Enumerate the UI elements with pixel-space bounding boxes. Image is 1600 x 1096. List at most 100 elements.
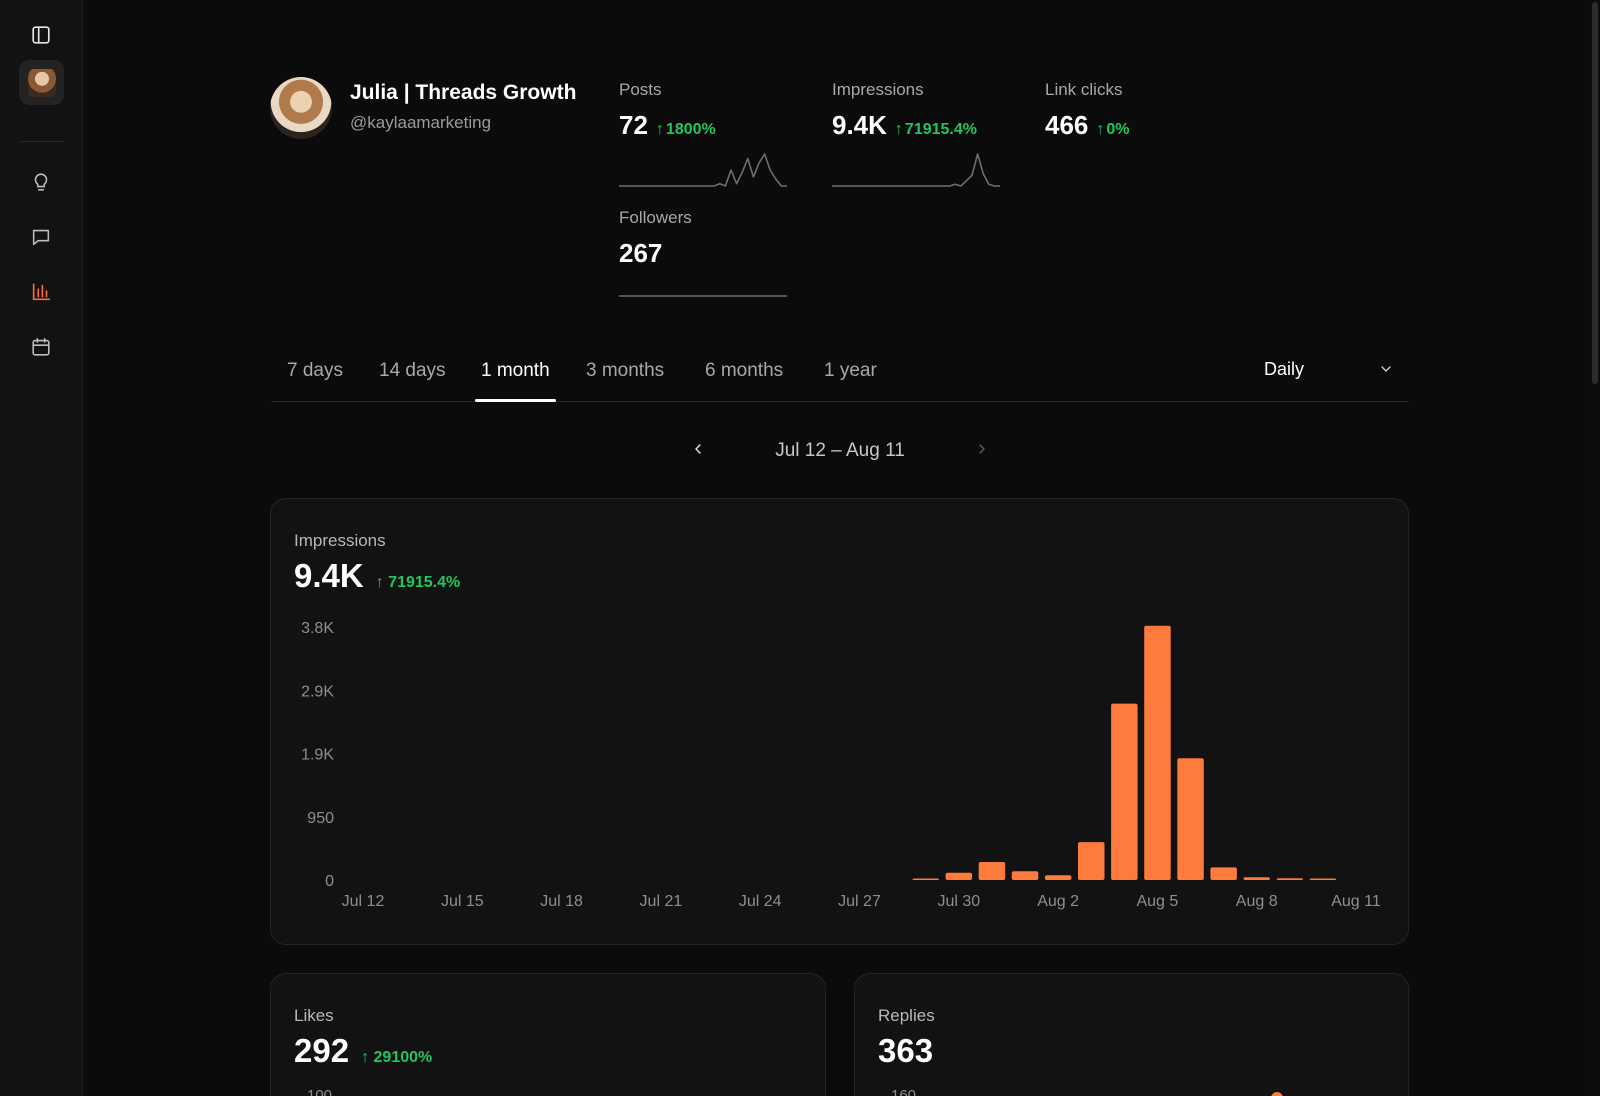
page-scrollbar[interactable] xyxy=(1590,0,1600,1096)
stat-change: ↑ 71915.4% xyxy=(894,121,977,138)
tab-14-days[interactable]: 14 days xyxy=(379,360,446,381)
tab-3-months[interactable]: 3 months xyxy=(586,360,665,381)
profile-handle: @kaylaamarketing xyxy=(350,113,492,132)
lightbulb-icon xyxy=(34,173,48,191)
impressions-card: Impressions 9.4K ↑ 71915.4% 0 950 1.9K 2.9K… xyxy=(270,498,1409,945)
previous-range-button[interactable] xyxy=(690,441,706,462)
arrow-up-icon: ↑ xyxy=(655,121,664,138)
sidebar xyxy=(0,0,83,1096)
bar-aug-10[interactable] xyxy=(1309,878,1337,881)
x-tick-label: Aug 5 xyxy=(1136,893,1178,910)
x-tick-label: Jul 18 xyxy=(540,893,583,910)
stat-value: 466 xyxy=(1045,110,1089,140)
sidebar-item-calendar[interactable] xyxy=(21,327,61,367)
bar-aug-7[interactable] xyxy=(1210,867,1237,880)
x-tick-label: Aug 11 xyxy=(1331,893,1381,910)
tab-1-year[interactable]: 1 year xyxy=(824,360,877,381)
likes-card: Likes 292 ↑ 29100% 100 xyxy=(270,973,826,1096)
bar-aug-8[interactable] xyxy=(1243,877,1271,880)
card-title: Likes xyxy=(294,1006,334,1025)
x-tick-label: Aug 2 xyxy=(1037,893,1079,910)
arrow-up-icon: ↑ xyxy=(894,121,903,138)
stat-impressions: Impressions 9.4K ↑ 71915.4% xyxy=(832,80,1002,189)
x-tick-label: Aug 8 xyxy=(1236,893,1278,910)
chevron-right-icon xyxy=(979,443,985,454)
bar-jul-29[interactable] xyxy=(912,878,940,881)
x-tick-label: Jul 30 xyxy=(937,893,980,910)
y-tick-label: 3.8K xyxy=(301,620,334,637)
card-change: ↑ 71915.4% xyxy=(375,574,461,591)
stat-link-clicks: Link clicks 466 ↑ 0% xyxy=(1045,80,1215,141)
stat-label: Impressions xyxy=(832,80,924,99)
date-range-nav: Jul 12 – Aug 11 xyxy=(690,437,990,465)
stat-change: ↑ 1800% xyxy=(655,121,716,138)
granularity-value: Daily xyxy=(1264,358,1305,379)
scrollbar-thumb[interactable] xyxy=(1592,2,1598,384)
granularity-select[interactable]: Daily xyxy=(1264,356,1394,382)
stat-label: Posts xyxy=(619,80,662,99)
stat-label: Link clicks xyxy=(1045,80,1123,99)
tab-6-months[interactable]: 6 months xyxy=(705,360,784,381)
stat-label: Followers xyxy=(619,208,692,227)
sidebar-item-replies[interactable] xyxy=(21,217,61,257)
stat-followers: Followers 267 xyxy=(619,208,789,299)
date-range-label: Jul 12 – Aug 11 xyxy=(775,440,905,461)
y-tick-label: 160 xyxy=(891,1087,917,1096)
bar-jul-30[interactable] xyxy=(945,872,973,880)
bar-aug-1[interactable] xyxy=(1011,871,1039,880)
avatar xyxy=(270,77,332,139)
stat-posts: Posts 72 ↑ 1800% xyxy=(619,80,789,189)
x-tick-label: Jul 21 xyxy=(640,893,683,910)
arrow-up-icon: ↑ xyxy=(1096,121,1105,138)
card-title: Impressions xyxy=(294,531,386,550)
impressions-bar-chart: 0 950 1.9K 2.9K 3.8K Jul 12 Jul 15 Jul 18 Jul 21… xyxy=(301,620,1381,910)
sidebar-item-ideas[interactable] xyxy=(21,162,61,202)
profile-name: Julia | Threads Growth xyxy=(350,81,577,104)
card-value: 9.4K xyxy=(294,557,364,594)
tab-1-month[interactable]: 1 month xyxy=(475,360,556,402)
impressions-sparkline xyxy=(832,153,1000,187)
card-value: 363 xyxy=(878,1032,934,1069)
sidebar-toggle-button[interactable] xyxy=(21,15,61,55)
bar-aug-3[interactable] xyxy=(1078,842,1105,880)
card-change: ↑ 29100% xyxy=(361,1049,433,1066)
y-tick-label: 950 xyxy=(307,810,334,827)
y-tick-label: 1.9K xyxy=(301,747,334,764)
stat-value: 267 xyxy=(619,238,663,268)
sidebar-toggle-icon xyxy=(32,26,50,44)
bar-chart-icon xyxy=(32,283,51,301)
sidebar-item-analytics[interactable] xyxy=(21,272,61,312)
bar-aug-4[interactable] xyxy=(1111,703,1138,880)
calendar-icon xyxy=(32,337,50,356)
bar-aug-9[interactable] xyxy=(1276,878,1304,880)
replies-card: Replies 363 160 xyxy=(854,973,1409,1096)
stat-change: ↑ 0% xyxy=(1096,121,1130,138)
sparkline-path xyxy=(619,153,787,187)
chat-bubble-icon xyxy=(32,229,50,246)
sparkline-path xyxy=(832,153,1000,187)
card-value: 292 xyxy=(294,1032,350,1069)
x-tick-label: Jul 12 xyxy=(342,893,385,910)
arrow-up-icon: ↑ xyxy=(375,574,389,591)
chevron-left-icon xyxy=(695,443,701,454)
x-tick-label: Jul 15 xyxy=(441,893,484,910)
posts-sparkline xyxy=(619,153,787,187)
bar-aug-5[interactable] xyxy=(1144,625,1171,880)
tab-7-days[interactable]: 7 days xyxy=(287,360,343,381)
next-range-button[interactable] xyxy=(974,441,990,462)
followers-sparkline xyxy=(619,295,787,297)
bar-aug-6[interactable] xyxy=(1177,758,1204,880)
x-tick-label: Jul 27 xyxy=(838,893,881,910)
card-title: Replies xyxy=(878,1006,935,1025)
profile-header: Julia | Threads Growth @kaylaamarketing xyxy=(270,77,576,139)
stat-value: 9.4K xyxy=(832,110,887,140)
line-point xyxy=(1271,1092,1283,1096)
y-tick-label: 2.9K xyxy=(301,683,334,700)
bar-aug-2[interactable] xyxy=(1044,875,1072,880)
avatar xyxy=(27,68,56,97)
bar-jul-31[interactable] xyxy=(978,862,1006,880)
y-tick-label: 0 xyxy=(325,873,334,890)
chevron-down-icon xyxy=(1381,366,1391,372)
sidebar-account-avatar[interactable] xyxy=(19,60,64,105)
